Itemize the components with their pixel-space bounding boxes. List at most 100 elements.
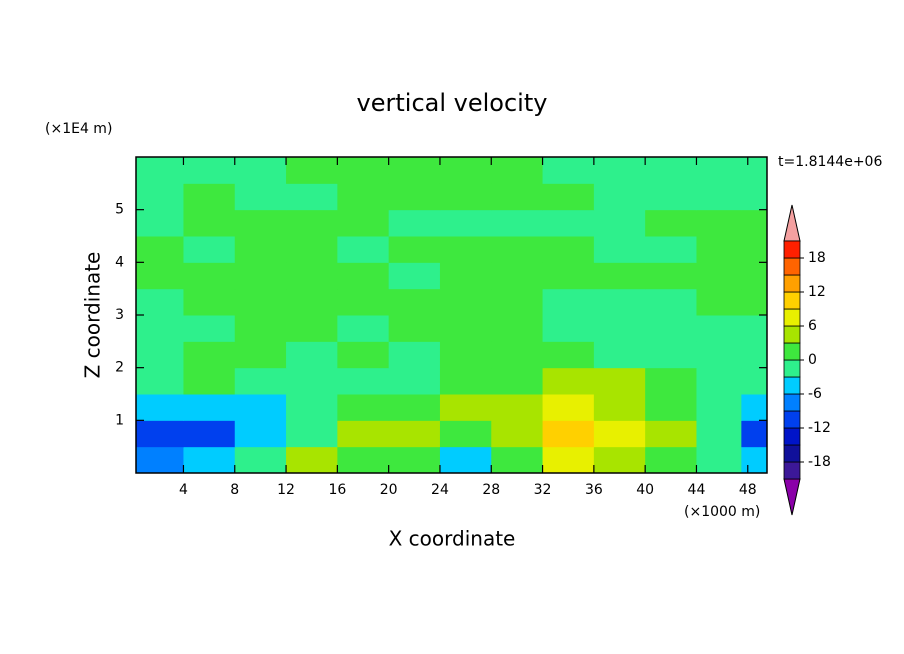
contour-cell (645, 157, 697, 184)
x-tick-label: 48 (739, 482, 757, 498)
contour-cell (542, 183, 595, 211)
contour-cell (645, 209, 697, 237)
contour-cell (337, 446, 390, 474)
x-tick-label: 44 (688, 482, 706, 498)
contour-cell (645, 262, 697, 290)
contour-cell (337, 183, 390, 211)
contour-cell (696, 236, 742, 263)
contour-cell (439, 288, 492, 316)
x-unit: (×1000 m) (684, 504, 760, 520)
contour-cell (542, 262, 595, 290)
contour-cell (337, 209, 390, 237)
contour-cell (183, 157, 236, 184)
colorbar-box (783, 257, 801, 276)
contour-cell (388, 288, 441, 316)
contour-cell (136, 420, 184, 448)
contour-cell (542, 367, 595, 395)
contour-cell (741, 209, 768, 237)
colorbar-tick-label: -6 (808, 386, 822, 402)
x-tick-label: 16 (328, 482, 346, 498)
contour-cell (439, 209, 492, 237)
contour-cell (337, 367, 390, 395)
contour-cell (234, 341, 287, 369)
y-tick-label: 2 (115, 360, 124, 376)
contour-cell (696, 341, 742, 369)
contour-cell (388, 420, 441, 448)
contour-cell (542, 236, 595, 263)
x-tick-label: 24 (431, 482, 449, 498)
contour-cell (183, 288, 236, 316)
contour-cell (439, 446, 492, 474)
contour-cell (593, 209, 646, 237)
colorbar-box (783, 393, 801, 412)
contour-cell (286, 183, 338, 211)
contour-cell (234, 367, 287, 395)
contour-cell (542, 288, 595, 316)
x-tick-label: 32 (534, 482, 552, 498)
contour-cell (645, 394, 697, 421)
contour-cell (136, 236, 184, 263)
y-tick-label: 3 (115, 307, 124, 323)
contour-cell (491, 420, 544, 448)
contour-cell (439, 236, 492, 263)
contour-cell (136, 157, 184, 184)
contour-cell (183, 446, 236, 474)
contour-cell (136, 183, 184, 211)
contour-cell (645, 183, 697, 211)
colorbar-box (783, 291, 801, 310)
colorbar-box (783, 461, 801, 480)
contour-cell (183, 341, 236, 369)
contour-cell (234, 394, 287, 421)
contour-cell (593, 288, 646, 316)
contour-cell (491, 157, 544, 184)
contour-cell (696, 446, 742, 474)
colorbar-box (783, 274, 801, 293)
contour-cell (491, 209, 544, 237)
contour-cell (183, 367, 236, 395)
contour-cell (491, 315, 544, 342)
contour-cell (388, 183, 441, 211)
contour-cell (741, 420, 768, 448)
contour-cell (286, 157, 338, 184)
colorbar-box (783, 308, 801, 327)
colorbar-over (783, 204, 801, 242)
contour-cell (491, 367, 544, 395)
colorbar-box (783, 444, 801, 463)
contour-cell (388, 209, 441, 237)
contour-cell (741, 341, 768, 369)
contour-cell (696, 157, 742, 184)
contour-cell (286, 394, 338, 421)
contour-cell (337, 394, 390, 421)
contour-cell (337, 315, 390, 342)
contour-cell (337, 288, 390, 316)
contour-cell (593, 367, 646, 395)
contour-cell (183, 315, 236, 342)
x-tick-label: 28 (482, 482, 500, 498)
contour-cell (542, 394, 595, 421)
contour-cell (439, 315, 492, 342)
annotation: t=1.8144e+06 (778, 154, 882, 170)
colorbar-tick-label: -12 (808, 420, 831, 436)
contour-cell (234, 236, 287, 263)
contour-cell (183, 262, 236, 290)
x-tick-label: 4 (179, 482, 188, 498)
contour-cell (439, 157, 492, 184)
contour-cell (593, 420, 646, 448)
contour-cell (491, 446, 544, 474)
contour-cell (234, 262, 287, 290)
colorbar-box (783, 240, 801, 259)
colorbar-box (783, 342, 801, 361)
contour-cell (491, 288, 544, 316)
contour-cell (491, 341, 544, 369)
contour-cell (696, 262, 742, 290)
y-tick-label: 1 (115, 412, 124, 428)
contour-cell (491, 236, 544, 263)
contour-cell (136, 446, 184, 474)
contour-cell (491, 394, 544, 421)
contour-cell (491, 262, 544, 290)
contour-cell (645, 341, 697, 369)
contour-cell (439, 394, 492, 421)
contour-cell (337, 157, 390, 184)
contour-cell (183, 183, 236, 211)
contour-cell (388, 236, 441, 263)
